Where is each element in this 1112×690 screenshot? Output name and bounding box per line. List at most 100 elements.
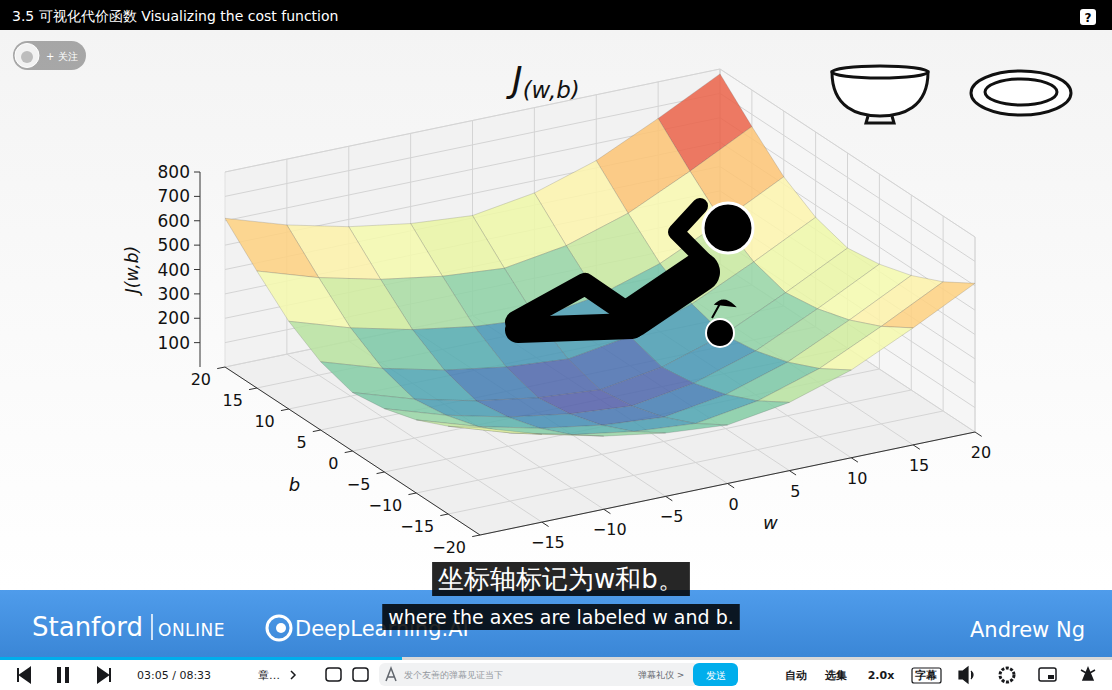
- pip-inner: [1048, 675, 1054, 679]
- j-tick-label: 500: [158, 235, 190, 255]
- next-button[interactable]: [98, 668, 110, 682]
- subtitle-zh: 坐标轴标记为w和b。: [438, 564, 684, 594]
- danmaku-etiquette[interactable]: 弹幕礼仪 >: [638, 670, 684, 680]
- subtitles: 坐标轴标记为w和b。 where the axes are labeled w a…: [382, 562, 740, 630]
- w-axis-line: [480, 432, 975, 535]
- j-tick: [194, 245, 200, 246]
- volume-button[interactable]: [959, 667, 973, 683]
- follow-button[interactable]: [13, 41, 86, 70]
- avatar[interactable]: [15, 44, 39, 68]
- pip-button[interactable]: [1039, 668, 1056, 681]
- surface-cell: [225, 218, 319, 277]
- danmaku-settings[interactable]: [353, 668, 368, 681]
- j-tick: [194, 318, 200, 319]
- heading-subscript: (w,b): [523, 77, 580, 103]
- banner-divider: [151, 614, 153, 640]
- j-tick-label: 700: [158, 186, 190, 206]
- time-display: 03:05 / 08:33: [137, 669, 211, 682]
- settings-button[interactable]: [1000, 668, 1014, 682]
- chapter-button[interactable]: 章…: [258, 669, 280, 682]
- page: 3.5 可视化代价函数 Visualizing the cost functio…: [0, 0, 1112, 690]
- person-limb: [632, 272, 700, 318]
- w-tick-label: 15: [909, 456, 929, 475]
- grid-line: [480, 432, 975, 535]
- banner-stanford: Stanford: [32, 612, 143, 642]
- person-limb: [676, 206, 706, 262]
- b-tick: [345, 451, 353, 453]
- progress-played[interactable]: [0, 657, 402, 660]
- b-tick-label: 10: [254, 412, 274, 431]
- danmaku-input[interactable]: [379, 663, 699, 686]
- drink-umbrella: [712, 300, 734, 318]
- j-tick-label: 800: [158, 162, 190, 182]
- surface-cell: [289, 321, 383, 368]
- j-tick: [194, 269, 200, 270]
- w-tick: [975, 432, 982, 436]
- b-tick-label: −15: [400, 517, 434, 536]
- slide-background: [0, 30, 1112, 590]
- chapter-arrow[interactable]: [291, 671, 295, 679]
- slide-heading: J(w,b): [506, 59, 580, 103]
- j-tick: [194, 172, 200, 173]
- floor-pane: [225, 264, 975, 535]
- surface: [225, 74, 975, 436]
- danmaku-placeholder[interactable]: 发个友善的弹幕见证当下: [404, 670, 503, 680]
- pause-button[interactable]: [59, 667, 67, 683]
- subtitle-toggle-box[interactable]: [912, 668, 941, 683]
- b-tick-label: 0: [328, 454, 338, 473]
- person-limb: [518, 326, 632, 330]
- surface-cell: [696, 401, 790, 425]
- side-pane: [720, 69, 975, 432]
- relaxing-person-icon: [516, 203, 753, 347]
- surface-cell: [881, 282, 975, 328]
- follow-label[interactable]: + 关注: [46, 51, 78, 62]
- surface-cell: [448, 426, 542, 434]
- w-tick-label: −15: [531, 533, 565, 552]
- control-1[interactable]: 自动: [785, 669, 807, 682]
- surface-cell: [257, 271, 351, 328]
- prev-button[interactable]: [18, 668, 30, 682]
- control-2[interactable]: 选集: [824, 669, 847, 682]
- panes: [225, 69, 975, 535]
- top-bar: [0, 0, 1112, 30]
- w-tick: [604, 509, 611, 513]
- bowl-foot: [866, 116, 894, 123]
- bowl-rim: [832, 66, 928, 78]
- b-tick: [249, 388, 257, 390]
- surface-cell: [634, 424, 728, 434]
- send-label[interactable]: 发送: [706, 670, 726, 681]
- banner-online: ONLINE: [158, 620, 225, 640]
- fullscreen-button[interactable]: [1081, 668, 1095, 680]
- plate-inner: [985, 79, 1057, 105]
- w-axis-title: w: [763, 512, 778, 533]
- screen: 3.5 可视化代价函数 Visualizing the cost functio…: [0, 0, 1112, 690]
- w-tick-label: 20: [971, 443, 991, 462]
- w-tick: [542, 522, 549, 526]
- b-tick-label: 15: [223, 391, 243, 410]
- control-4[interactable]: 字幕: [915, 669, 938, 682]
- subtitle-en-bg: [382, 604, 740, 630]
- j-tick: [194, 342, 200, 343]
- banner-instructor: Andrew Ng: [970, 618, 1085, 642]
- b-tick: [313, 430, 321, 432]
- help-button[interactable]: [1080, 9, 1096, 25]
- surface-cell: [758, 369, 852, 403]
- b-tick: [217, 367, 225, 369]
- w-tick-label: 0: [728, 495, 738, 514]
- help-label[interactable]: ?: [1085, 11, 1092, 25]
- j-tick: [194, 293, 200, 294]
- b-tick-label: −5: [347, 475, 371, 494]
- subtitle-en: where the axes are labeled w and b.: [388, 606, 734, 628]
- j-axis-title: J(w,b): [122, 246, 142, 296]
- danmaku-style-icon[interactable]: [386, 668, 396, 681]
- control-3[interactable]: 2.0x: [868, 669, 895, 682]
- surface-cell: [321, 362, 415, 399]
- video-title: 3.5 可视化代价函数 Visualizing the cost functio…: [12, 8, 338, 24]
- danmaku-toggle[interactable]: [326, 668, 341, 681]
- send-button[interactable]: [693, 663, 738, 686]
- deeplearning-logo-inner: [276, 623, 286, 633]
- j-tick-label: 100: [158, 333, 190, 353]
- w-tick: [728, 484, 735, 488]
- progress-track[interactable]: [0, 657, 1112, 660]
- j-tick-label: 200: [158, 308, 190, 328]
